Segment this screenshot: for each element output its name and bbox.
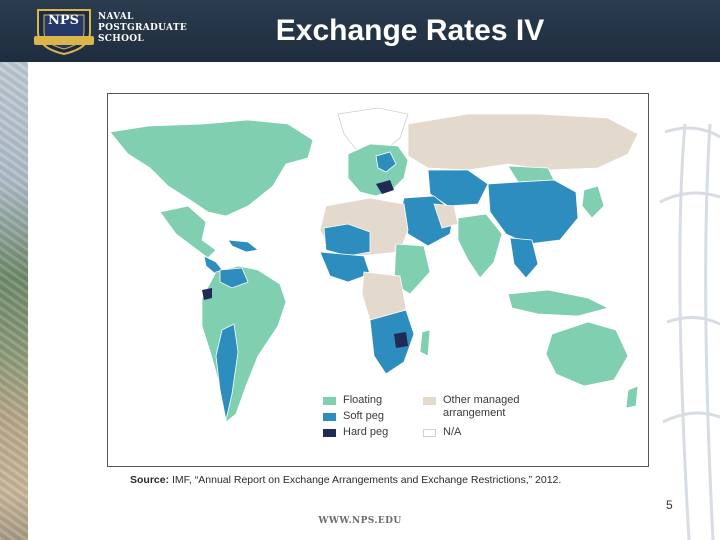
aerial-photo-strip [0,62,28,540]
legend-item-na: N/A [423,426,461,440]
map-region-north-america [109,119,314,217]
logo-line: POSTGRADUATE [98,23,187,33]
slide-header: NPS NAVAL POSTGRADUATE SCHOOL Exchange R… [0,0,720,62]
legend-label: Other managed arrangement [443,394,520,419]
map-region-bolivia-argentina [215,323,239,421]
map-region-new-zealand [625,385,639,409]
globe-grid-decoration [659,123,720,540]
map-region-indochina [509,237,539,279]
map-region-australia [545,321,629,387]
legend-swatch [323,429,336,437]
map-region-europe [347,143,409,197]
legend-swatch [323,413,336,421]
map-region-china [487,179,579,245]
logo-line: SCHOOL [98,34,144,44]
legend-swatch [423,429,436,437]
legend-item-floating: Floating [323,394,382,408]
exchange-rate-regime-map: Floating Soft peg Hard peg Other managed… [107,93,649,467]
logo-line: NAVAL [98,12,134,22]
legend-label: Floating [343,394,383,406]
map-region-mongolia [507,165,555,183]
legend-label: Soft peg [343,410,384,422]
map-region-ecuador [202,288,212,300]
map-region-europe-pegs [375,151,397,173]
slide-title: Exchange Rates IV [275,14,545,47]
logo-wordmark: NAVAL POSTGRADUATE SCHOOL [98,12,188,45]
map-region-caribbean [227,239,259,253]
nps-logo [34,9,94,56]
map-region-venezuela [219,267,249,289]
world-map [109,107,639,423]
legend-item-other-managed: Other managed arrangement [423,394,533,422]
page-number: 5 [666,498,673,512]
footer-url: WWW.NPS.EDU [318,516,402,526]
legend-swatch [323,397,336,405]
legend-item-soft-peg: Soft peg [323,410,384,424]
map-legend: Floating Soft peg Hard peg Other managed… [323,394,553,454]
map-region-sahel [323,223,371,257]
source-caption: Source: IMF, “Annual Report on Exchange … [130,474,650,486]
source-prefix: Source: [130,474,170,486]
map-region-mexico [159,205,217,259]
map-region-india [457,213,503,279]
map-region-madagascar [419,329,431,357]
map-region-west-africa [319,251,371,283]
source-text: IMF, “Annual Report on Exchange Arrangem… [172,474,562,486]
map-region-korea-japan [581,185,605,219]
map-region-balkans [376,180,394,194]
legend-label: Hard peg [343,426,389,438]
map-region-central-asia [427,169,489,207]
legend-item-hard-peg: Hard peg [323,426,388,440]
map-region-indonesia [507,289,610,317]
legend-swatch [423,397,436,405]
map-region-russia [407,113,639,171]
map-region-southern-africa [369,309,415,375]
map-region-south-america [201,265,287,423]
legend-label: N/A [443,426,462,438]
logo-badge: NPS [48,13,80,28]
map-region-zimbabwe [394,332,408,348]
